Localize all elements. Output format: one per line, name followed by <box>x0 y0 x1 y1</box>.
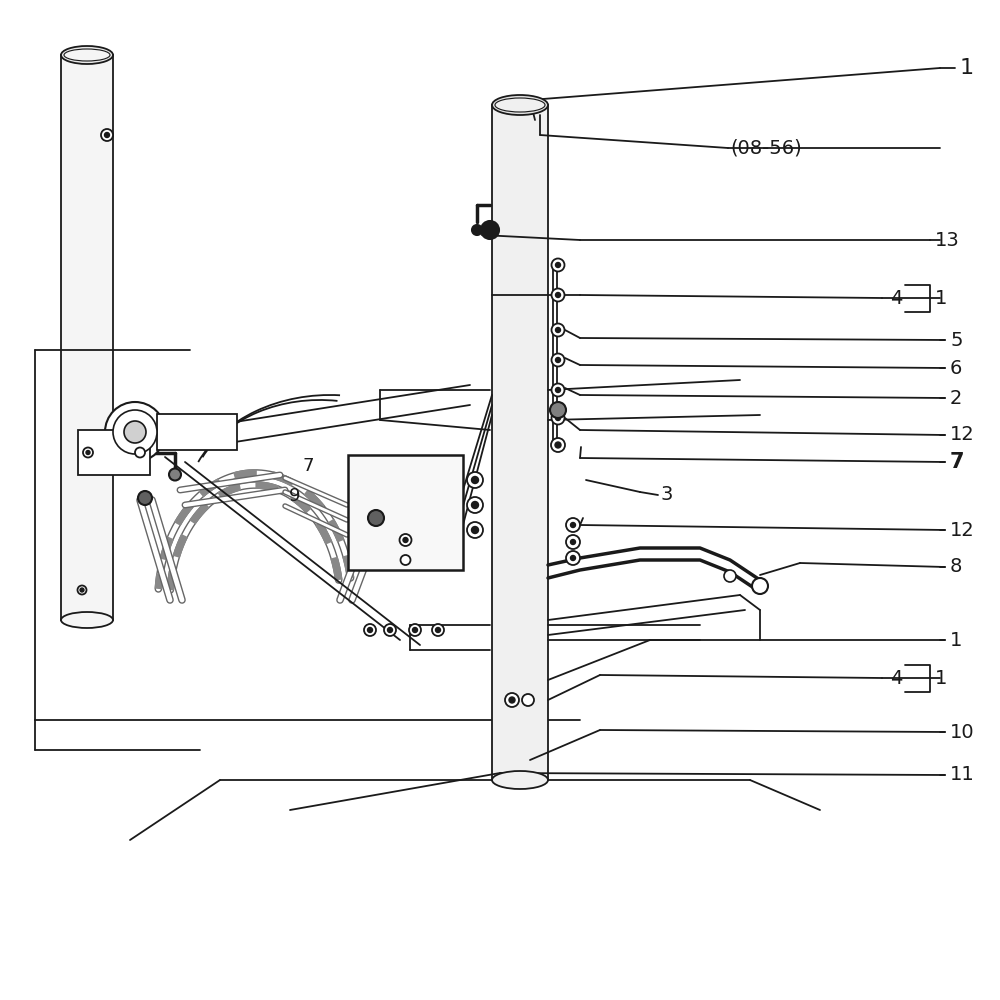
Ellipse shape <box>522 694 534 706</box>
Ellipse shape <box>472 477 479 484</box>
Ellipse shape <box>432 624 444 636</box>
Ellipse shape <box>104 132 110 137</box>
Ellipse shape <box>101 129 113 141</box>
Ellipse shape <box>403 538 408 542</box>
Ellipse shape <box>409 624 421 636</box>
Ellipse shape <box>413 628 418 633</box>
Ellipse shape <box>509 697 515 703</box>
Ellipse shape <box>64 49 110 61</box>
Ellipse shape <box>384 624 396 636</box>
Text: 2: 2 <box>950 388 962 408</box>
Ellipse shape <box>492 771 548 789</box>
Ellipse shape <box>83 448 93 458</box>
Ellipse shape <box>61 46 113 64</box>
Text: 5: 5 <box>950 330 962 350</box>
Text: 11: 11 <box>950 766 975 784</box>
Ellipse shape <box>552 288 564 302</box>
Text: 4: 4 <box>890 288 902 308</box>
Ellipse shape <box>552 354 564 366</box>
Ellipse shape <box>169 468 181 481</box>
Ellipse shape <box>566 535 580 549</box>
Ellipse shape <box>552 258 564 271</box>
Text: 10: 10 <box>950 722 975 742</box>
Ellipse shape <box>368 510 384 526</box>
Ellipse shape <box>467 472 483 488</box>
Ellipse shape <box>80 588 84 592</box>
Ellipse shape <box>400 555 411 565</box>
Text: 8: 8 <box>950 558 962 576</box>
Ellipse shape <box>472 526 479 534</box>
Text: 3: 3 <box>660 486 672 504</box>
Text: 6: 6 <box>950 359 962 377</box>
Ellipse shape <box>105 402 165 462</box>
Ellipse shape <box>556 387 560 392</box>
Ellipse shape <box>78 585 87 594</box>
Ellipse shape <box>364 624 376 636</box>
Ellipse shape <box>752 578 768 594</box>
Text: 4: 4 <box>890 668 902 688</box>
Ellipse shape <box>86 450 90 454</box>
Ellipse shape <box>400 534 412 546</box>
Bar <box>78 430 150 475</box>
Text: 1: 1 <box>935 668 947 688</box>
Ellipse shape <box>467 522 483 538</box>
Ellipse shape <box>472 502 479 508</box>
Bar <box>61 55 113 620</box>
Ellipse shape <box>481 221 499 239</box>
Ellipse shape <box>124 421 146 443</box>
Ellipse shape <box>472 225 482 235</box>
Ellipse shape <box>724 570 736 582</box>
Ellipse shape <box>61 612 113 628</box>
Ellipse shape <box>495 98 545 112</box>
Bar <box>348 455 463 570</box>
Ellipse shape <box>492 95 548 115</box>
Text: 7: 7 <box>950 452 964 472</box>
Ellipse shape <box>566 551 580 565</box>
Text: 1: 1 <box>935 288 947 308</box>
Ellipse shape <box>552 324 564 336</box>
Ellipse shape <box>551 438 565 452</box>
Ellipse shape <box>566 518 580 532</box>
Ellipse shape <box>556 292 560 298</box>
Ellipse shape <box>550 402 566 418</box>
Text: 12: 12 <box>950 520 975 540</box>
Ellipse shape <box>556 358 560 362</box>
Ellipse shape <box>570 540 576 544</box>
Text: 12: 12 <box>950 426 975 444</box>
Text: (08-56): (08-56) <box>730 138 802 157</box>
Text: 13: 13 <box>935 231 960 249</box>
Ellipse shape <box>556 328 560 332</box>
Text: 1: 1 <box>960 58 974 78</box>
Ellipse shape <box>436 628 440 633</box>
Ellipse shape <box>552 383 564 396</box>
Ellipse shape <box>467 497 483 513</box>
Bar <box>492 105 548 780</box>
Bar <box>157 414 237 450</box>
Ellipse shape <box>368 628 372 633</box>
Ellipse shape <box>556 416 560 420</box>
Ellipse shape <box>570 522 576 528</box>
Ellipse shape <box>556 262 560 267</box>
Ellipse shape <box>135 448 145 458</box>
Text: 1: 1 <box>950 631 962 650</box>
Ellipse shape <box>552 412 564 424</box>
Ellipse shape <box>388 628 392 633</box>
Ellipse shape <box>113 410 157 454</box>
Text: 7: 7 <box>302 457 314 475</box>
Text: 9: 9 <box>289 487 300 505</box>
Ellipse shape <box>505 693 519 707</box>
Ellipse shape <box>138 491 152 505</box>
Ellipse shape <box>555 442 561 448</box>
Ellipse shape <box>570 556 576 560</box>
